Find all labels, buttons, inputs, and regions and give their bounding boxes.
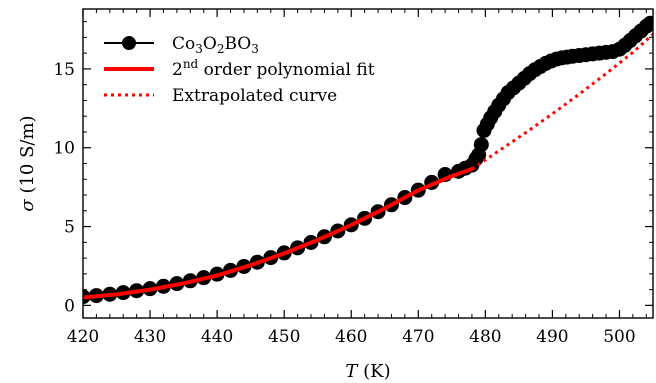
legend-label-part: Co [172, 34, 195, 54]
y-axis-unit: (10 S/m) [17, 115, 38, 199]
x-axis-unit: (K) [357, 361, 390, 382]
legend-label-part: BO [224, 34, 251, 54]
legend-label-part: 2 [172, 60, 183, 80]
data-point [642, 15, 653, 31]
legend-label-part: nd [183, 57, 199, 71]
x-tick-label: 480 [469, 327, 501, 347]
axis-titles: T (K) σ (10 S/m) [17, 115, 391, 382]
x-tick-label: 440 [201, 327, 233, 347]
series-markers [83, 15, 653, 305]
series-layer [83, 15, 653, 305]
legend-item: 2nd order polynomial fit [104, 57, 375, 80]
data-point [473, 137, 489, 153]
legend-label-part: 3 [195, 42, 203, 56]
legend-item: Co3O2BO3 [104, 34, 259, 56]
y-tick-label: 15 [53, 60, 75, 80]
legend-label: Extrapolated curve [172, 86, 337, 106]
y-tick-label: 0 [64, 296, 75, 316]
series-clip-group [83, 15, 653, 305]
x-tick-label: 500 [603, 327, 635, 347]
x-tick-label: 450 [268, 327, 300, 347]
polynomial-fit-line [83, 167, 474, 300]
x-axis-title: T (K) [345, 361, 390, 382]
x-tick-label: 470 [402, 327, 434, 347]
x-tick-label: 420 [67, 327, 99, 347]
x-tick-label: 490 [536, 327, 568, 347]
x-tick-label: 460 [335, 327, 367, 347]
axes-layer: 420 430 440 450 460 470 480 490 500 0 5 10 15 [53, 8, 654, 347]
extrapolated-curve-line [471, 33, 653, 171]
legend-label: 2nd order polynomial fit [172, 57, 375, 80]
legend-label-part: Extrapolated curve [172, 86, 337, 106]
legend-label: Co3O2BO3 [172, 34, 259, 56]
y-tick-label: 5 [64, 218, 75, 238]
legend-label-part: 3 [251, 42, 259, 56]
y-axis-title: σ (10 S/m) [17, 115, 38, 211]
x-tick-label: 430 [134, 327, 166, 347]
legend-label-part: 2 [217, 42, 225, 56]
legend-marker [122, 36, 136, 50]
x-axis-variable: T [345, 361, 359, 382]
legend-label-part: order polynomial fit [198, 60, 374, 80]
y-tick-label: 10 [53, 139, 75, 159]
legend-label-part: O [203, 34, 217, 54]
legend-item: Extrapolated curve [104, 86, 337, 106]
y-axis-variable: σ [17, 199, 38, 212]
